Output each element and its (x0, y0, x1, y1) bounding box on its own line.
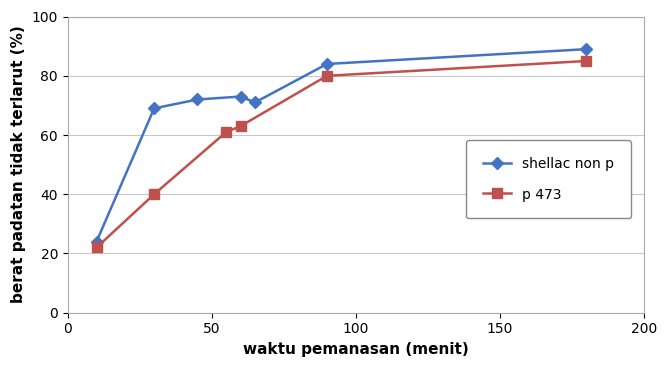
shellac non p (582, 47, 590, 52)
p 473 (236, 124, 244, 128)
p 473 (93, 245, 101, 250)
Line: p 473: p 473 (92, 56, 591, 252)
p 473 (222, 130, 230, 134)
shellac non p (150, 106, 158, 110)
shellac non p (251, 100, 259, 105)
p 473 (582, 59, 590, 63)
Legend: shellac non p, p 473: shellac non p, p 473 (466, 141, 631, 219)
shellac non p (193, 97, 201, 102)
p 473 (150, 192, 158, 197)
p 473 (323, 74, 331, 78)
shellac non p (93, 239, 101, 244)
shellac non p (323, 62, 331, 66)
shellac non p (236, 94, 244, 99)
X-axis label: waktu pemanasan (menit): waktu pemanasan (menit) (243, 342, 469, 357)
Line: shellac non p: shellac non p (92, 45, 591, 246)
Y-axis label: berat padatan tidak terlarut (%): berat padatan tidak terlarut (%) (11, 26, 26, 304)
